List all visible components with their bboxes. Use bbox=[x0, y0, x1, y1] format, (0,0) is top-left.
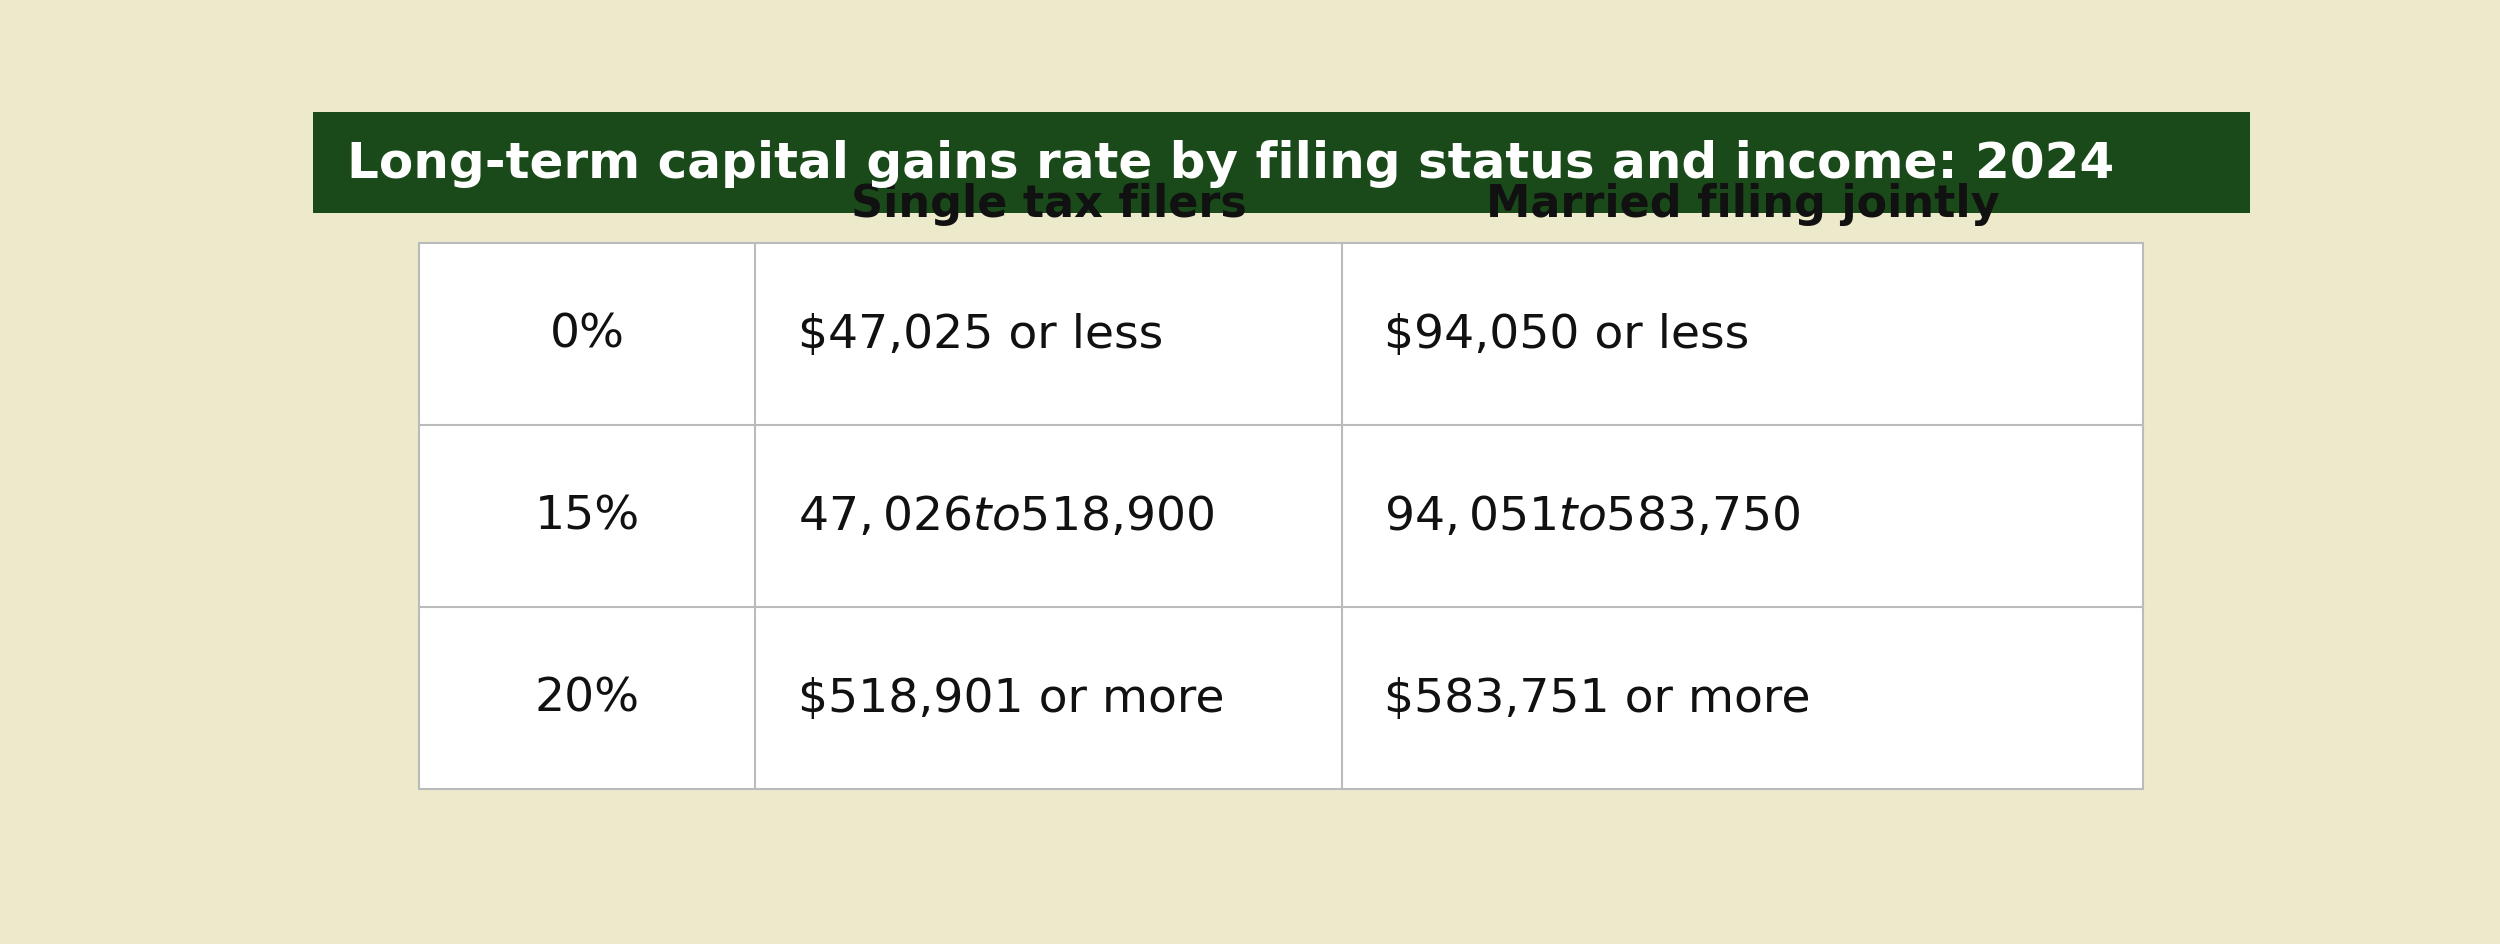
FancyBboxPatch shape bbox=[420, 244, 2142, 789]
Text: $583,751 or more: $583,751 or more bbox=[1385, 676, 1810, 721]
Text: $47,026 to $518,900: $47,026 to $518,900 bbox=[798, 495, 1215, 539]
Text: Single tax filers: Single tax filers bbox=[850, 182, 1248, 226]
Text: Married filing jointly: Married filing jointly bbox=[1485, 182, 2000, 226]
Text: $94,051 to $583,750: $94,051 to $583,750 bbox=[1385, 495, 1800, 539]
Text: $47,025 or less: $47,025 or less bbox=[798, 312, 1162, 358]
Text: $518,901 or more: $518,901 or more bbox=[798, 676, 1225, 721]
Text: 15%: 15% bbox=[535, 495, 640, 539]
FancyBboxPatch shape bbox=[312, 113, 2250, 213]
Text: 20%: 20% bbox=[535, 676, 640, 721]
Text: $94,050 or less: $94,050 or less bbox=[1385, 312, 1750, 358]
Text: 0%: 0% bbox=[550, 312, 625, 358]
Text: Long-term capital gains rate by filing status and income: 2024: Long-term capital gains rate by filing s… bbox=[348, 140, 2115, 188]
